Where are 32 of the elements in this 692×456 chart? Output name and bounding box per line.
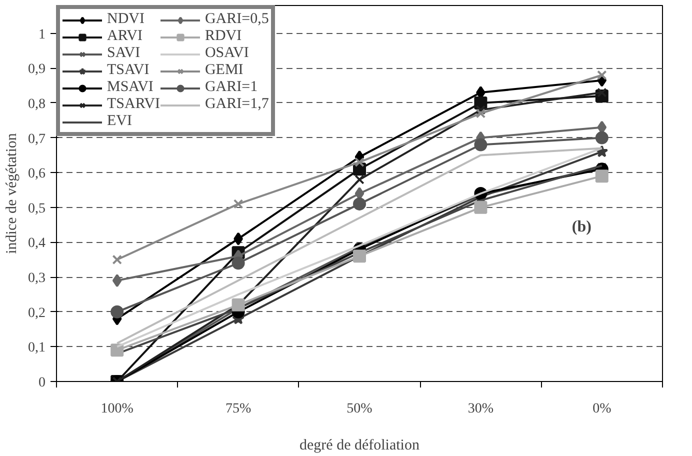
y-tick-label: 0,9 (28, 62, 46, 78)
x-tick-label: 50% (346, 402, 373, 416)
legend-label: OSAVI (204, 45, 249, 62)
legend-label: TSAVI (107, 62, 150, 79)
legend-label: EVI (107, 113, 132, 130)
annotation: (b) (572, 218, 592, 236)
legend-label: GEMI (204, 62, 244, 79)
legend-label: MSAVI (107, 79, 154, 96)
y-axis-title: indice de végétation (4, 132, 20, 254)
x-tick-label: 0% (592, 402, 612, 416)
y-tick-label: 0,3 (28, 271, 46, 286)
y-tick-label: 0,5 (28, 201, 46, 216)
x-tick-label: 100% (100, 402, 134, 416)
legend-label: NDVI (107, 11, 144, 28)
y-tick-label: 1 (38, 27, 46, 42)
legend-label: GARI=1 (204, 79, 258, 96)
legend-label: SAVI (107, 45, 140, 62)
y-tick-label: 0,6 (28, 166, 46, 182)
legend-label: ARVI (107, 28, 142, 45)
y-tick-label: 0,4 (28, 236, 46, 252)
x-axis-title: degré de défoliation (300, 438, 420, 454)
y-tick-label: 0,2 (28, 306, 46, 321)
y-tick-label: 0,7 (28, 132, 46, 147)
legend-label: GARI=1,7 (204, 96, 269, 113)
legend-label: TSARVI (107, 96, 160, 113)
x-tick-label: 75% (225, 402, 252, 416)
legend-label: GARI=0,5 (204, 11, 269, 28)
y-tick-label: 0,1 (28, 340, 46, 356)
legend-label: RDVI (204, 28, 242, 45)
x-tick-label: 30% (468, 402, 494, 416)
y-tick-label: 0 (38, 376, 46, 390)
y-tick-label: 0,8 (28, 96, 46, 112)
